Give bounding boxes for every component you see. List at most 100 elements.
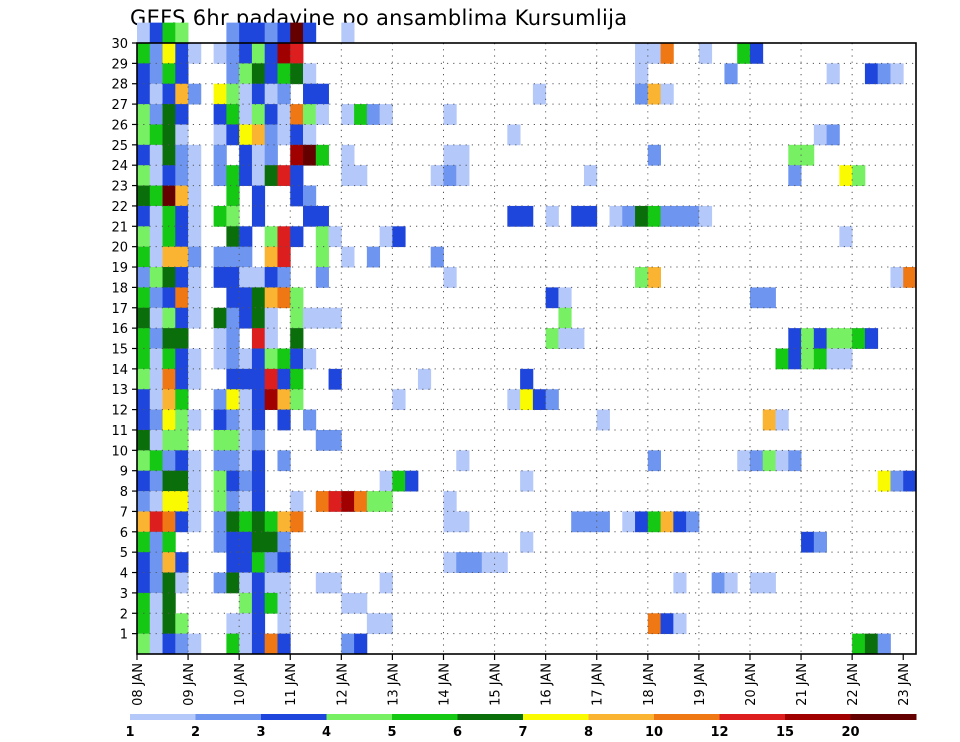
heatmap-cell — [839, 348, 853, 370]
heatmap-cell — [251, 491, 266, 512]
heatmap-cell — [149, 165, 163, 186]
heatmap-cell — [175, 348, 189, 370]
colorbar-swatch — [654, 714, 720, 720]
heatmap-cell — [303, 144, 317, 166]
heatmap-cell — [762, 409, 776, 431]
heatmap-cell — [264, 531, 278, 553]
x-tick-label: 18 JAN — [642, 663, 657, 706]
heatmap-cell — [660, 205, 674, 227]
heatmap-cell — [188, 368, 202, 390]
heatmap-cell — [239, 429, 253, 451]
heatmap-cell — [251, 429, 266, 451]
heatmap-cell — [443, 511, 457, 533]
heatmap-cell — [264, 43, 278, 64]
heatmap-cell — [251, 22, 266, 44]
heatmap-cell — [507, 205, 521, 227]
heatmap-cell — [303, 409, 317, 431]
colorbar: 1 2 3 4 5 6 7 8 10 12 15 20 — [125, 714, 917, 740]
heatmap-cell — [213, 511, 227, 533]
heatmap-cell — [430, 246, 444, 268]
heatmap-cell — [149, 552, 163, 573]
heatmap-cell — [354, 104, 368, 125]
heatmap-cell — [251, 104, 266, 125]
heatmap-cell — [290, 43, 304, 64]
heatmap-cell — [341, 165, 355, 186]
colorbar-label: 6 — [453, 725, 462, 740]
heatmap-cell — [251, 267, 266, 288]
heatmap-cell — [213, 491, 227, 512]
heatmap-cell — [852, 165, 866, 186]
heatmap-cell — [788, 144, 802, 166]
heatmap-cell — [226, 450, 240, 472]
heatmap-cell — [226, 348, 240, 370]
heatmap-cell — [137, 328, 151, 349]
x-tick-label: 23 JAN — [897, 663, 912, 706]
heatmap-cell — [149, 633, 163, 655]
colorbar-label: 20 — [841, 725, 859, 740]
heatmap-cell — [137, 226, 151, 248]
heatmap-cell — [673, 511, 687, 533]
heatmap-cell — [239, 470, 253, 492]
heatmap-cell — [571, 205, 585, 227]
heatmap-cell — [239, 22, 253, 44]
heatmap-cell — [239, 450, 253, 472]
heatmap-cell — [226, 43, 240, 64]
heatmap-cell — [456, 144, 470, 166]
y-tick-label: 13 — [111, 383, 128, 398]
heatmap-cell — [328, 491, 342, 512]
heatmap-cell — [137, 22, 151, 44]
heatmap-cell — [239, 348, 253, 370]
heatmap-cell — [801, 348, 815, 370]
heatmap-cell — [213, 450, 227, 472]
heatmap-cell — [188, 267, 202, 288]
heatmap-cell — [315, 307, 329, 329]
heatmap-cell — [673, 205, 687, 227]
x-axis: 08 JAN 09 JAN 10 JAN 11 JAN 12 JAN 13 JAN 14 J… — [131, 654, 912, 706]
heatmap-cell — [379, 572, 393, 594]
heatmap-cell — [737, 450, 751, 472]
heatmap-cell — [647, 267, 661, 288]
heatmap-cell — [251, 83, 266, 105]
heatmap-cell — [149, 43, 163, 64]
y-tick-label: 26 — [111, 118, 128, 133]
heatmap-cell — [303, 124, 317, 146]
heatmap-cell — [226, 104, 240, 125]
heatmap-cell — [545, 328, 559, 349]
heatmap-cell — [264, 287, 278, 309]
heatmap-cell — [341, 633, 355, 655]
heatmap-cell — [149, 144, 163, 166]
heatmap-cell — [137, 185, 151, 207]
heatmap-cell — [251, 124, 266, 146]
heatmap-cell — [175, 409, 189, 431]
heatmap-cell — [239, 104, 253, 125]
heatmap-cell — [239, 389, 253, 410]
heatmap-cell — [545, 287, 559, 309]
heatmap-cell — [175, 633, 189, 655]
heatmap-cell — [149, 104, 163, 125]
heatmap-cell — [137, 348, 151, 370]
heatmap-cell — [162, 246, 176, 268]
heatmap-cell — [903, 470, 917, 492]
heatmap-cell — [749, 287, 764, 309]
heatmap-cell — [226, 572, 240, 594]
colorbar-label: 1 — [125, 725, 134, 740]
heatmap-cell — [583, 165, 598, 186]
heatmap-cell — [813, 124, 828, 146]
heatmap-cell — [162, 104, 176, 125]
colorbar-label: 10 — [645, 725, 663, 740]
colorbar-label: 3 — [256, 725, 265, 740]
heatmap-cell — [226, 124, 240, 146]
heatmap-cell — [239, 511, 253, 533]
heatmap-cell — [686, 205, 700, 227]
heatmap-cell — [583, 205, 598, 227]
heatmap-cell — [520, 531, 534, 553]
heatmap-cell — [366, 491, 381, 512]
colorbar-swatch — [195, 714, 262, 720]
heatmap-cell — [251, 470, 266, 492]
heatmap-cell — [494, 552, 508, 573]
heatmap-cell — [558, 307, 572, 329]
heatmap-cell — [277, 267, 291, 288]
heatmap-cell — [762, 450, 776, 472]
x-tick-label: 09 JAN — [182, 663, 197, 706]
